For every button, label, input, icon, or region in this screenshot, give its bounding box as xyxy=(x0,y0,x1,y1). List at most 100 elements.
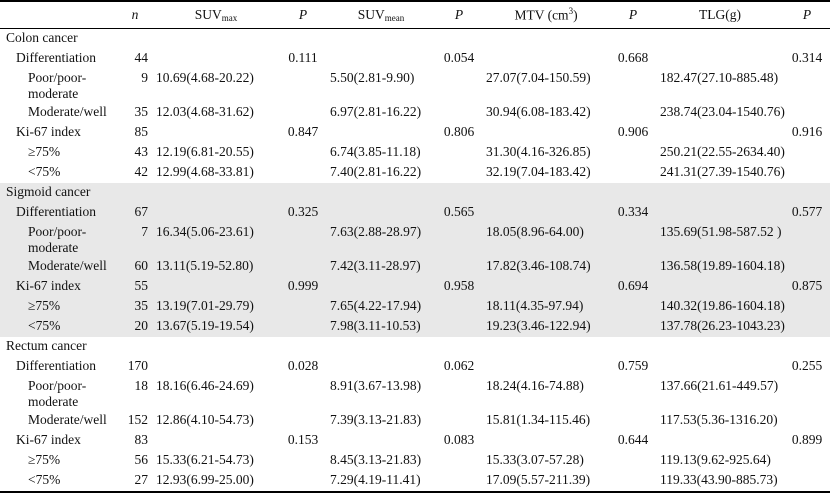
cell-n: 152 xyxy=(127,412,148,427)
cell-n: 27 xyxy=(118,471,152,493)
row-label: <75% xyxy=(28,164,61,179)
ki67-row: Ki-67 index 55 0.999 0.958 0.694 0.875 xyxy=(0,277,830,297)
table-body: Colon cancer Differentiation 44 0.111 0.… xyxy=(0,29,830,493)
row-label: Ki-67 index xyxy=(16,432,81,447)
cell-p-suvmean: 0.565 xyxy=(436,203,482,223)
cell-n: 35 xyxy=(118,297,152,317)
cell-suvmax: 18.16(6.46-24.69) xyxy=(156,378,254,393)
cell-p-suvmean: 0.958 xyxy=(436,277,482,297)
cell-tlg: 137.78(26.23-1043.23) xyxy=(656,317,785,337)
lt75-row: <75% 20 13.67(5.19-19.54) 7.98(3.11-10.5… xyxy=(0,317,830,337)
row-label: Ki-67 index xyxy=(0,277,118,297)
cell-suvmax: 13.67(5.19-19.54) xyxy=(152,317,280,337)
differentiation-row: Differentiation 170 0.028 0.062 0.759 0.… xyxy=(0,357,830,377)
header-tlg: TLG(g) xyxy=(656,1,784,29)
cell-suvmean: 7.42(3.11-28.97) xyxy=(326,257,436,277)
row-label: Differentiation xyxy=(16,358,96,373)
header-group xyxy=(0,1,118,29)
cell-n: 9 xyxy=(141,70,148,85)
header-mtv: MTV (cm3) xyxy=(482,1,610,29)
section-row: Rectum cancer xyxy=(0,337,830,357)
cell-mtv: 32.19(7.04-183.42) xyxy=(486,164,591,179)
cell-p-suvmax: 0.325 xyxy=(280,203,326,223)
ge75-row: ≥75% 43 12.19(6.81-20.55) 6.74(3.85-11.1… xyxy=(0,143,830,163)
ki67-row: Ki-67 index 85 0.847 0.806 0.906 0.916 xyxy=(0,123,830,143)
row-label: <75% xyxy=(0,317,118,337)
cell-p-suvmean: 0.062 xyxy=(443,358,475,373)
cell-suvmax: 12.03(4.68-31.62) xyxy=(156,104,254,119)
row-label: Differentiation xyxy=(0,203,118,223)
cell-tlg: 119.13(9.62-925.64) xyxy=(660,452,771,467)
cell-n: 42 xyxy=(134,164,149,179)
header-suvmax: SUVmax xyxy=(152,1,280,29)
differentiation-row: Differentiation 44 0.111 0.054 0.668 0.3… xyxy=(0,49,830,69)
cell-p-tlg: 0.314 xyxy=(791,50,823,65)
cell-n: 60 xyxy=(118,257,152,277)
section-title: Sigmoid cancer xyxy=(0,183,830,203)
cell-tlg: 117.53(5.36-1316.20) xyxy=(660,412,778,427)
row-label: ≥75% xyxy=(28,452,61,467)
cell-n: 43 xyxy=(134,144,149,159)
cell-tlg: 136.58(19.89-1604.18) xyxy=(656,257,785,277)
table-header: n SUVmax P SUVmean P MTV (cm3) P TLG(g) … xyxy=(0,1,830,29)
cell-tlg: 241.31(27.39-1540.76) xyxy=(660,164,785,179)
section-title: Rectum cancer xyxy=(6,338,87,353)
cell-suvmax: 15.33(6.21-54.73) xyxy=(156,452,254,467)
cell-p-mtv: 0.644 xyxy=(617,432,649,447)
cell-p-suvmax: 0.028 xyxy=(287,358,319,373)
cell-mtv: 18.24(4.16-74.88) xyxy=(486,378,584,393)
cell-suvmean: 6.74(3.85-11.18) xyxy=(330,144,421,159)
cell-mtv: 18.11(4.35-97.94) xyxy=(482,297,610,317)
cell-tlg: 250.21(22.55-2634.40) xyxy=(660,144,785,159)
cell-p-suvmax: 0.999 xyxy=(280,277,326,297)
moderate-row: Moderate/well 35 12.03(4.68-31.62) 6.97(… xyxy=(0,103,830,123)
cell-suvmean: 7.39(3.13-21.83) xyxy=(330,412,422,427)
cell-suvmax: 12.99(4.68-33.81) xyxy=(156,164,254,179)
cell-n: 85 xyxy=(134,124,149,139)
row-label: Differentiation xyxy=(16,50,96,65)
row-label: Moderate/well xyxy=(28,104,107,119)
cell-suvmean: 7.40(2.81-16.22) xyxy=(330,164,422,179)
cell-p-suvmax: 0.111 xyxy=(288,50,318,65)
cell-mtv: 30.94(6.08-183.42) xyxy=(486,104,591,119)
cell-n: 44 xyxy=(134,50,149,65)
cell-p-tlg: 0.875 xyxy=(784,277,830,297)
cell-suvmean: 8.91(3.67-13.98) xyxy=(330,378,422,393)
cell-suvmax: 13.11(5.19-52.80) xyxy=(152,257,280,277)
header-p-tlg: P xyxy=(784,1,830,29)
cell-suvmean: 7.29(4.19-11.41) xyxy=(326,471,436,493)
cell-n: 35 xyxy=(134,104,149,119)
cell-mtv: 15.81(1.34-115.46) xyxy=(486,412,591,427)
cell-n: 170 xyxy=(127,358,148,373)
lt75-row: <75% 27 12.93(6.99-25.00) 7.29(4.19-11.4… xyxy=(0,471,830,493)
row-label: Poor/poor-moderate xyxy=(0,223,118,257)
cell-suvmean: 7.98(3.11-10.53) xyxy=(326,317,436,337)
cell-p-mtv: 0.759 xyxy=(617,358,649,373)
cell-mtv: 31.30(4.16-326.85) xyxy=(486,144,591,159)
cell-suvmean: 7.65(4.22-17.94) xyxy=(326,297,436,317)
cell-mtv: 17.09(5.57-211.39) xyxy=(482,471,610,493)
cell-tlg: 137.66(21.61-449.57) xyxy=(660,378,779,393)
cell-suvmax: 12.86(4.10-54.73) xyxy=(156,412,254,427)
cell-p-mtv: 0.668 xyxy=(617,50,649,65)
cell-p-suvmean: 0.054 xyxy=(443,50,475,65)
row-label: Poor/poor-moderate xyxy=(28,70,87,101)
cell-p-tlg: 0.577 xyxy=(784,203,830,223)
ki67-row: Ki-67 index 83 0.153 0.083 0.644 0.899 xyxy=(0,431,830,451)
cell-p-mtv: 0.906 xyxy=(617,124,649,139)
ge75-row: ≥75% 35 13.19(7.01-29.79) 7.65(4.22-17.9… xyxy=(0,297,830,317)
cell-p-suvmax: 0.153 xyxy=(287,432,319,447)
moderate-row: Moderate/well 60 13.11(5.19-52.80) 7.42(… xyxy=(0,257,830,277)
row-label: Moderate/well xyxy=(0,257,118,277)
ge75-row: ≥75% 56 15.33(6.21-54.73) 8.45(3.13-21.8… xyxy=(0,451,830,471)
cell-mtv: 15.33(3.07-57.28) xyxy=(486,452,584,467)
section-row: Sigmoid cancer xyxy=(0,183,830,203)
cell-p-tlg: 0.916 xyxy=(791,124,823,139)
cell-tlg: 135.69(51.98-587.52 ) xyxy=(656,223,784,257)
cell-tlg: 182.47(27.10-885.48) xyxy=(660,70,779,85)
row-label: Moderate/well xyxy=(28,412,107,427)
cell-suvmean: 6.97(2.81-16.22) xyxy=(330,104,422,119)
cell-suvmean: 8.45(3.13-21.83) xyxy=(330,452,422,467)
cell-suvmax: 12.19(6.81-20.55) xyxy=(156,144,254,159)
cell-p-tlg: 0.255 xyxy=(791,358,823,373)
